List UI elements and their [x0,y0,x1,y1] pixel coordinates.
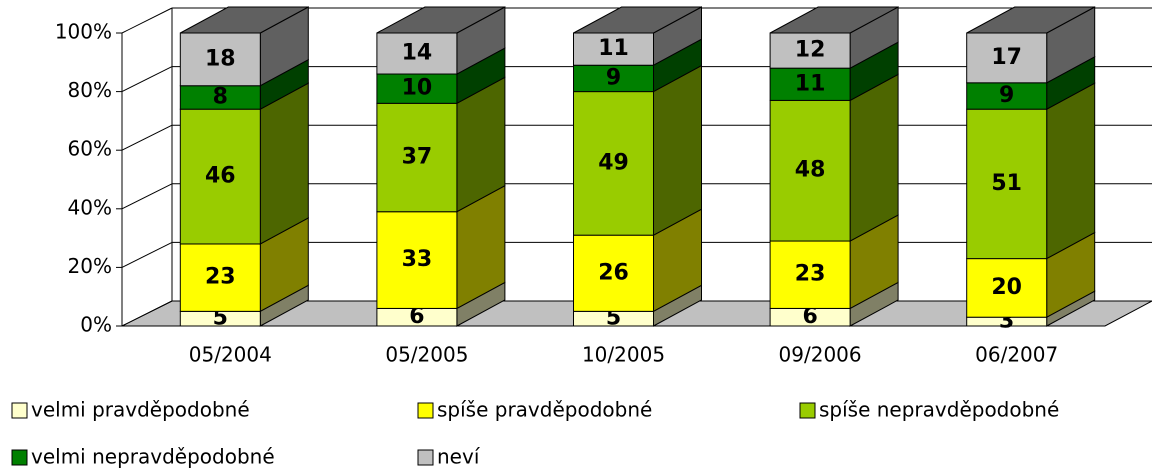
bar [179,108,261,245]
y-tick-label: 60% [68,137,112,161]
bar [966,82,1048,110]
bar [376,32,458,75]
bar-side [259,82,309,245]
x-tick-label: 09/2006 [779,343,862,367]
data-label: 33 [402,247,433,272]
data-label: 17 [991,45,1022,70]
data-label: 6 [802,304,817,329]
x-tick-label: 10/2005 [582,343,665,367]
legend-label: spíše nepravděpodobné [819,398,1059,422]
legend-label: velmi nepravděpodobné [31,445,275,469]
bar-top [966,6,1095,34]
bar-top [769,6,899,34]
bar-top [573,6,702,34]
bar [376,102,458,213]
legend-swatch [417,449,434,466]
y-tick-label: 40% [68,195,112,219]
bar [179,243,261,312]
data-label: 11 [795,71,826,96]
x-tick-label: 06/2007 [975,343,1058,367]
bar [966,32,1048,84]
data-label: 10 [402,76,433,101]
data-label: 46 [205,164,236,189]
y-tick-label: 100% [55,20,112,44]
data-label: 5 [213,306,228,331]
data-label: 11 [598,36,629,61]
grid-line-side [121,124,173,151]
data-label: 8 [213,84,228,109]
data-label: 23 [795,262,826,287]
grid-line-side [121,300,173,327]
data-label: 12 [795,38,826,63]
grid-line-side [121,66,173,93]
legend-swatch [799,402,816,419]
data-label: 37 [402,145,433,170]
data-label: 49 [598,150,629,175]
bar [966,108,1048,260]
y-tick-label: 20% [68,254,112,278]
bar [573,32,654,66]
data-label: 6 [409,304,424,329]
data-label: 20 [991,275,1022,300]
data-label: 23 [205,265,236,290]
bar [573,234,654,312]
grid-line-side [121,183,173,210]
legend-swatch [417,402,434,419]
data-label: 5 [606,306,621,331]
y-tick-label: 80% [68,78,112,102]
data-label: 9 [999,83,1014,108]
grid-line-side [121,7,173,34]
bar-top [376,6,506,34]
grid-line-side [121,241,173,268]
legend-swatch [11,402,28,419]
legend-label: velmi pravděpodobné [31,398,250,422]
data-label: 9 [606,65,621,90]
y-tick-label: 0% [80,313,112,337]
bar [376,211,458,309]
bar [966,258,1048,318]
data-label: 48 [795,158,826,183]
legend-swatch [11,449,28,466]
legend-label: spíše pravděpodobné [437,398,652,422]
data-label: 51 [991,171,1022,196]
bar-side [849,73,899,242]
bar-side [1046,82,1096,260]
bar-side [653,64,702,237]
legend-label: neví [437,445,481,469]
bar [179,32,261,87]
data-label: 14 [402,41,433,66]
bar-top [180,6,309,34]
data-label: 26 [598,260,629,285]
x-tick-label: 05/2005 [385,343,468,367]
x-tick-label: 05/2004 [189,343,272,367]
data-label: 18 [205,46,236,71]
bar [769,99,851,242]
